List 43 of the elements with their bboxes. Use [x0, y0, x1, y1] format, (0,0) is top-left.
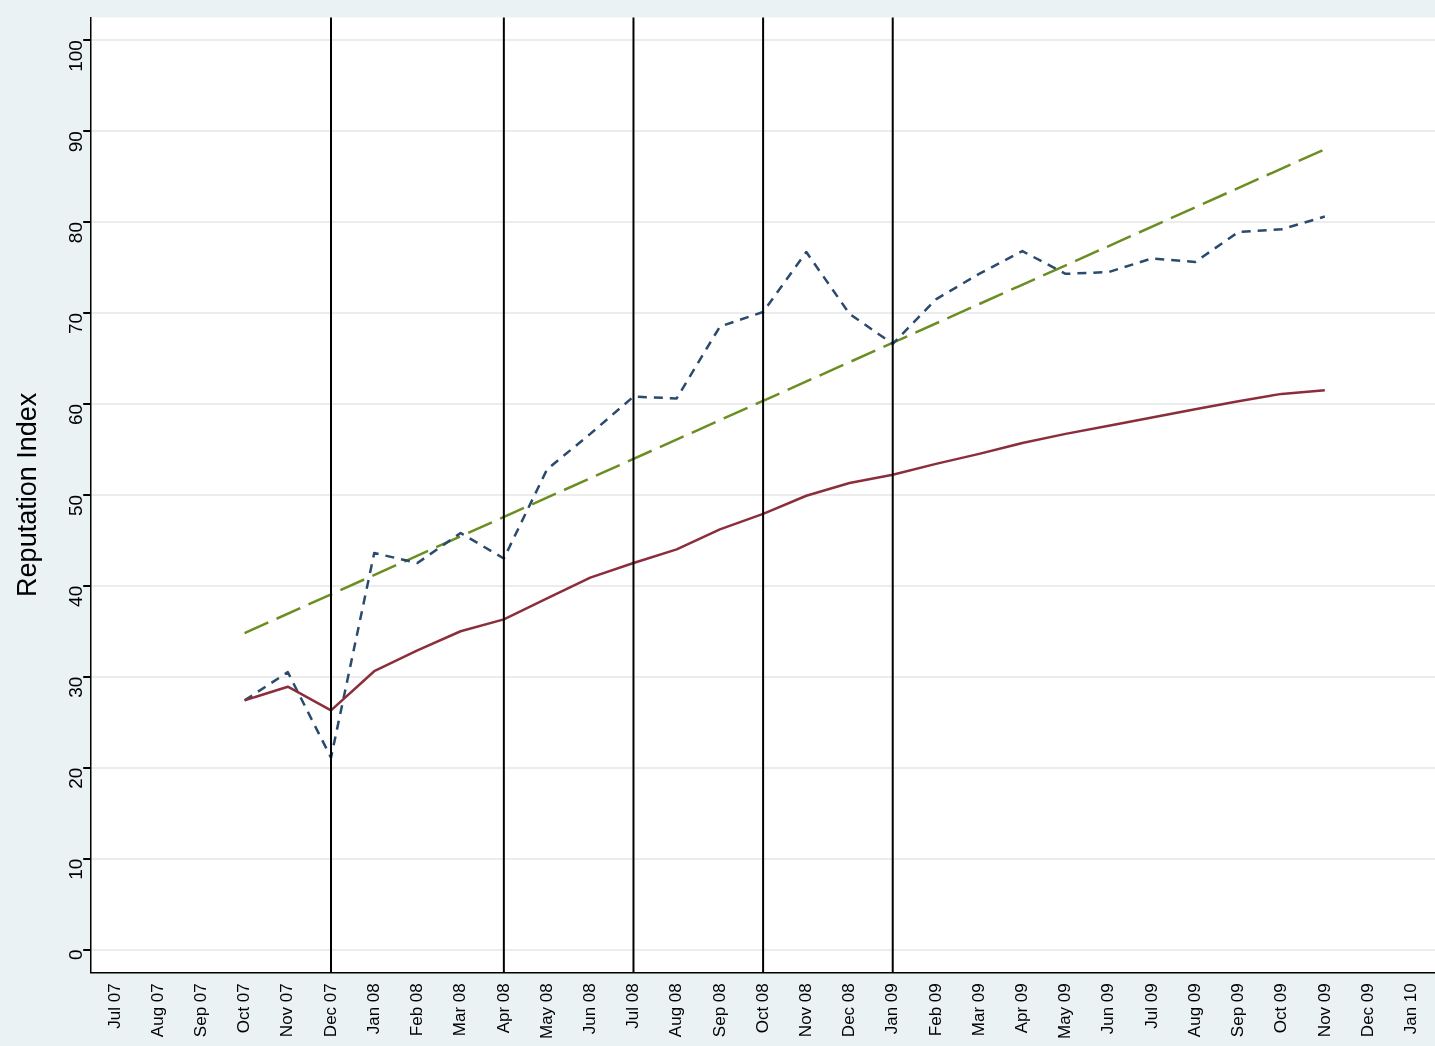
x-tick-label: Aug 08 — [666, 983, 686, 1038]
x-tick-label: May 09 — [1055, 983, 1075, 1039]
x-tick-label: Jan 09 — [882, 983, 902, 1035]
x-tick-label: Oct 07 — [234, 983, 254, 1034]
x-tick-label: Oct 08 — [752, 983, 772, 1034]
y-tick-label: 70 — [65, 312, 87, 335]
x-tick-label: Sep 08 — [709, 983, 729, 1038]
x-tick-label: Apr 09 — [1012, 983, 1032, 1034]
y-tick-label: 100 — [65, 40, 87, 72]
x-tick-label: Dec 07 — [320, 983, 340, 1038]
y-tick-label: 60 — [65, 403, 87, 426]
x-tick-label: Sep 07 — [191, 983, 211, 1038]
y-tick-label: 20 — [65, 767, 87, 789]
y-tick-label: 50 — [65, 494, 87, 516]
x-tick-label: Dec 09 — [1357, 983, 1377, 1038]
x-tick-label: Nov 09 — [1314, 983, 1334, 1038]
x-tick-label: Dec 08 — [839, 983, 859, 1038]
x-tick-label: Oct 09 — [1271, 983, 1291, 1034]
x-tick-label: May 08 — [536, 983, 556, 1039]
x-tick-label: Jul 09 — [1141, 983, 1161, 1029]
x-tick-label: Feb 09 — [925, 983, 945, 1037]
x-tick-label: Jan 08 — [363, 983, 383, 1035]
y-axis-title: Reputation Index — [11, 392, 42, 597]
y-tick-label: 0 — [65, 949, 87, 961]
x-tick-label: Jun 09 — [1098, 983, 1118, 1035]
x-tick-label: Jul 07 — [104, 983, 124, 1029]
y-tick-label: 30 — [65, 676, 87, 698]
x-tick-label: Aug 09 — [1184, 983, 1204, 1038]
y-tick-label: 90 — [65, 131, 87, 153]
x-tick-label: Jan 10 — [1400, 983, 1420, 1035]
x-tick-label: Jul 08 — [623, 983, 643, 1029]
x-tick-label: Mar 09 — [968, 983, 988, 1037]
x-tick-label: Aug 07 — [147, 983, 167, 1038]
y-tick-label: 10 — [65, 858, 87, 880]
x-tick-label: Nov 07 — [277, 983, 297, 1038]
x-tick-label: Feb 08 — [407, 983, 427, 1037]
x-tick-label: Apr 08 — [493, 983, 513, 1034]
y-tick-label: 40 — [65, 585, 87, 607]
x-tick-label: Nov 08 — [796, 983, 815, 1038]
x-tick-label: Sep 09 — [1228, 983, 1248, 1038]
x-tick-label: Jun 08 — [579, 983, 599, 1035]
y-tick-label: 80 — [65, 222, 87, 244]
x-tick-label: Mar 08 — [450, 983, 470, 1037]
